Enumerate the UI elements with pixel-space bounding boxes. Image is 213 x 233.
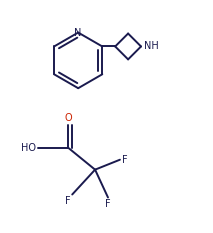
Text: F: F (65, 196, 70, 206)
Text: F: F (122, 155, 128, 165)
Text: HO: HO (22, 143, 36, 153)
Text: O: O (65, 113, 72, 123)
Text: N: N (75, 27, 82, 38)
Text: NH: NH (144, 41, 159, 51)
Text: F: F (105, 199, 111, 209)
